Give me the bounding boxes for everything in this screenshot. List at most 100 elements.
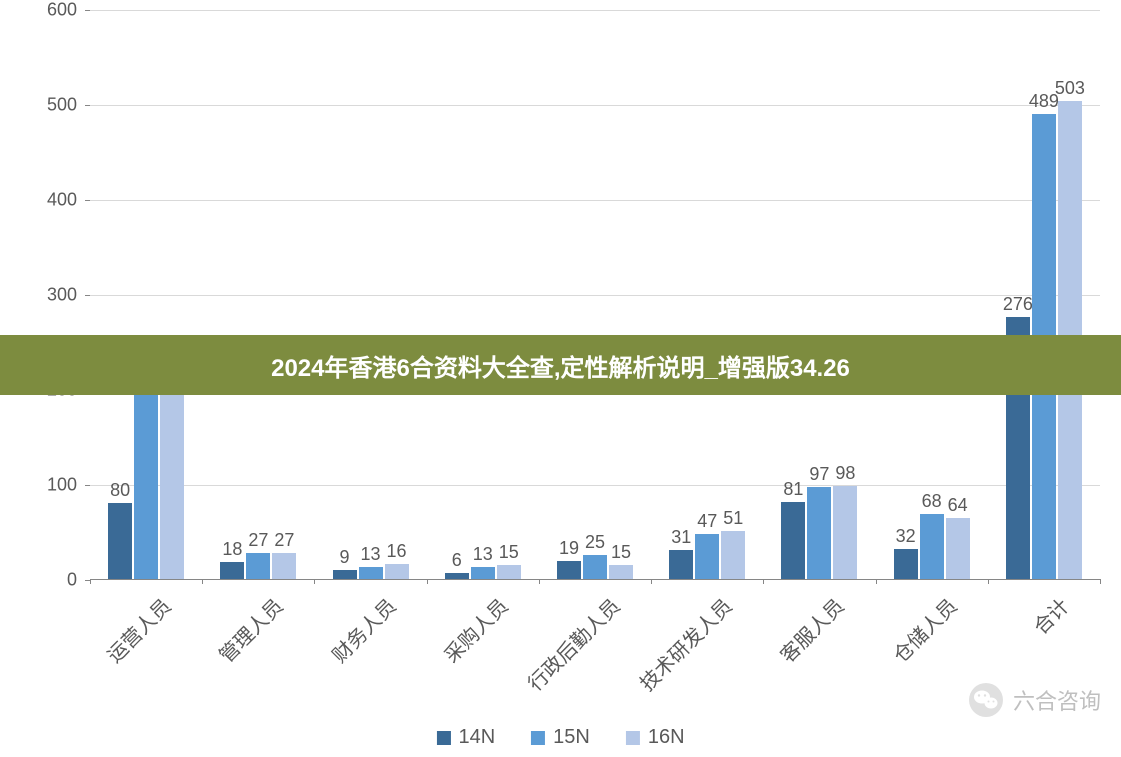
bar-value-label: 9 <box>340 547 350 568</box>
bar-group: 819798 <box>781 486 857 579</box>
overlay-banner: 2024年香港6合资料大全查,定性解析说明_增强版34.26 <box>0 335 1121 395</box>
x-tick-mark <box>314 579 315 584</box>
bar: 47 <box>695 534 719 579</box>
bar-value-label: 31 <box>671 527 691 548</box>
bar-value-label: 80 <box>110 480 130 501</box>
bar-group: 80199217 <box>108 373 184 579</box>
bar-group: 182727 <box>220 553 296 579</box>
bar-value-label: 68 <box>922 491 942 512</box>
bar: 199 <box>134 390 158 579</box>
overlay-text: 2024年香港6合资料大全查,定性解析说明_增强版34.26 <box>271 348 850 383</box>
x-category-label: 运营人员 <box>100 591 177 668</box>
x-category-label: 合计 <box>1026 591 1075 640</box>
bar: 16 <box>385 564 409 579</box>
x-category-label: 管理人员 <box>212 591 289 668</box>
bar: 25 <box>583 555 607 579</box>
bar: 68 <box>920 514 944 579</box>
legend-label: 15N <box>553 726 590 749</box>
bar-value-label: 32 <box>896 526 916 547</box>
bar-group: 91316 <box>333 564 409 579</box>
legend-item: 16N <box>626 726 685 749</box>
bar-group: 61315 <box>445 565 521 579</box>
bar-value-label: 15 <box>611 542 631 563</box>
legend-swatch <box>531 731 545 745</box>
bar-value-label: 13 <box>473 544 493 565</box>
legend-swatch <box>626 731 640 745</box>
watermark: 六合咨询 <box>969 683 1101 717</box>
bar: 31 <box>669 550 693 579</box>
legend-item: 15N <box>531 726 590 749</box>
bar-value-label: 15 <box>499 542 519 563</box>
bar: 13 <box>359 567 383 579</box>
watermark-text: 六合咨询 <box>1013 684 1101 716</box>
gridline <box>90 105 1100 106</box>
y-tick-label: 0 <box>67 570 77 591</box>
y-tick-label: 300 <box>47 285 77 306</box>
x-tick-mark <box>763 579 764 584</box>
x-tick-mark <box>202 579 203 584</box>
bar: 6 <box>445 573 469 579</box>
bar: 15 <box>497 565 521 579</box>
bar-value-label: 18 <box>222 539 242 560</box>
bar-value-label: 27 <box>274 530 294 551</box>
bar: 18 <box>220 562 244 579</box>
x-tick-mark <box>539 579 540 584</box>
bar: 13 <box>471 567 495 579</box>
x-tick-mark <box>876 579 877 584</box>
bar: 27 <box>272 553 296 579</box>
bar-value-label: 81 <box>783 479 803 500</box>
bar-value-label: 97 <box>809 464 829 485</box>
bar-value-label: 27 <box>248 530 268 551</box>
bar: 51 <box>721 531 745 579</box>
bar: 15 <box>609 565 633 579</box>
bar: 81 <box>781 502 805 579</box>
bar-value-label: 503 <box>1055 78 1085 99</box>
y-tick-label: 400 <box>47 190 77 211</box>
x-category-label: 技术研发人员 <box>632 591 737 696</box>
y-tick-label: 500 <box>47 95 77 116</box>
x-category-label: 采购人员 <box>436 591 513 668</box>
bar: 97 <box>807 487 831 579</box>
bar-value-label: 13 <box>361 544 381 565</box>
chart-container: 0100200300400500600 80199217运营人员182727管理… <box>40 10 1100 580</box>
legend-label: 16N <box>648 726 685 749</box>
bar: 217 <box>160 373 184 579</box>
bar-value-label: 25 <box>585 532 605 553</box>
bar-value-label: 19 <box>559 538 579 559</box>
bar: 19 <box>557 561 581 579</box>
gridline <box>90 200 1100 201</box>
bar: 64 <box>946 518 970 579</box>
bar: 98 <box>833 486 857 579</box>
plot-area: 80199217运营人员182727管理人员91316财务人员61315采购人员… <box>90 10 1100 580</box>
legend: 14N 15N 16N <box>436 726 684 749</box>
bar-value-label: 98 <box>835 463 855 484</box>
bar-group: 314751 <box>669 531 745 579</box>
x-category-label: 客服人员 <box>773 591 850 668</box>
gridline <box>90 485 1100 486</box>
gridline <box>90 10 1100 11</box>
bar-value-label: 51 <box>723 508 743 529</box>
bar: 27 <box>246 553 270 579</box>
x-tick-mark <box>1100 579 1101 584</box>
x-tick-mark <box>651 579 652 584</box>
wechat-icon <box>969 683 1003 717</box>
y-tick-label: 600 <box>47 0 77 21</box>
x-category-label: 财务人员 <box>324 591 401 668</box>
y-tick-label: 100 <box>47 475 77 496</box>
bar: 9 <box>333 570 357 579</box>
bar-value-label: 16 <box>387 541 407 562</box>
legend-swatch <box>436 731 450 745</box>
legend-item: 14N <box>436 726 495 749</box>
x-tick-mark <box>988 579 989 584</box>
bar-value-label: 64 <box>948 495 968 516</box>
x-category-label: 仓储人员 <box>885 591 962 668</box>
x-tick-mark <box>90 579 91 584</box>
x-category-label: 行政后勤人员 <box>520 591 625 696</box>
bar: 80 <box>108 503 132 579</box>
bar-value-label: 47 <box>697 511 717 532</box>
x-tick-mark <box>427 579 428 584</box>
gridline <box>90 295 1100 296</box>
bar-value-label: 276 <box>1003 294 1033 315</box>
y-axis: 0100200300400500600 <box>40 10 85 580</box>
legend-label: 14N <box>458 726 495 749</box>
